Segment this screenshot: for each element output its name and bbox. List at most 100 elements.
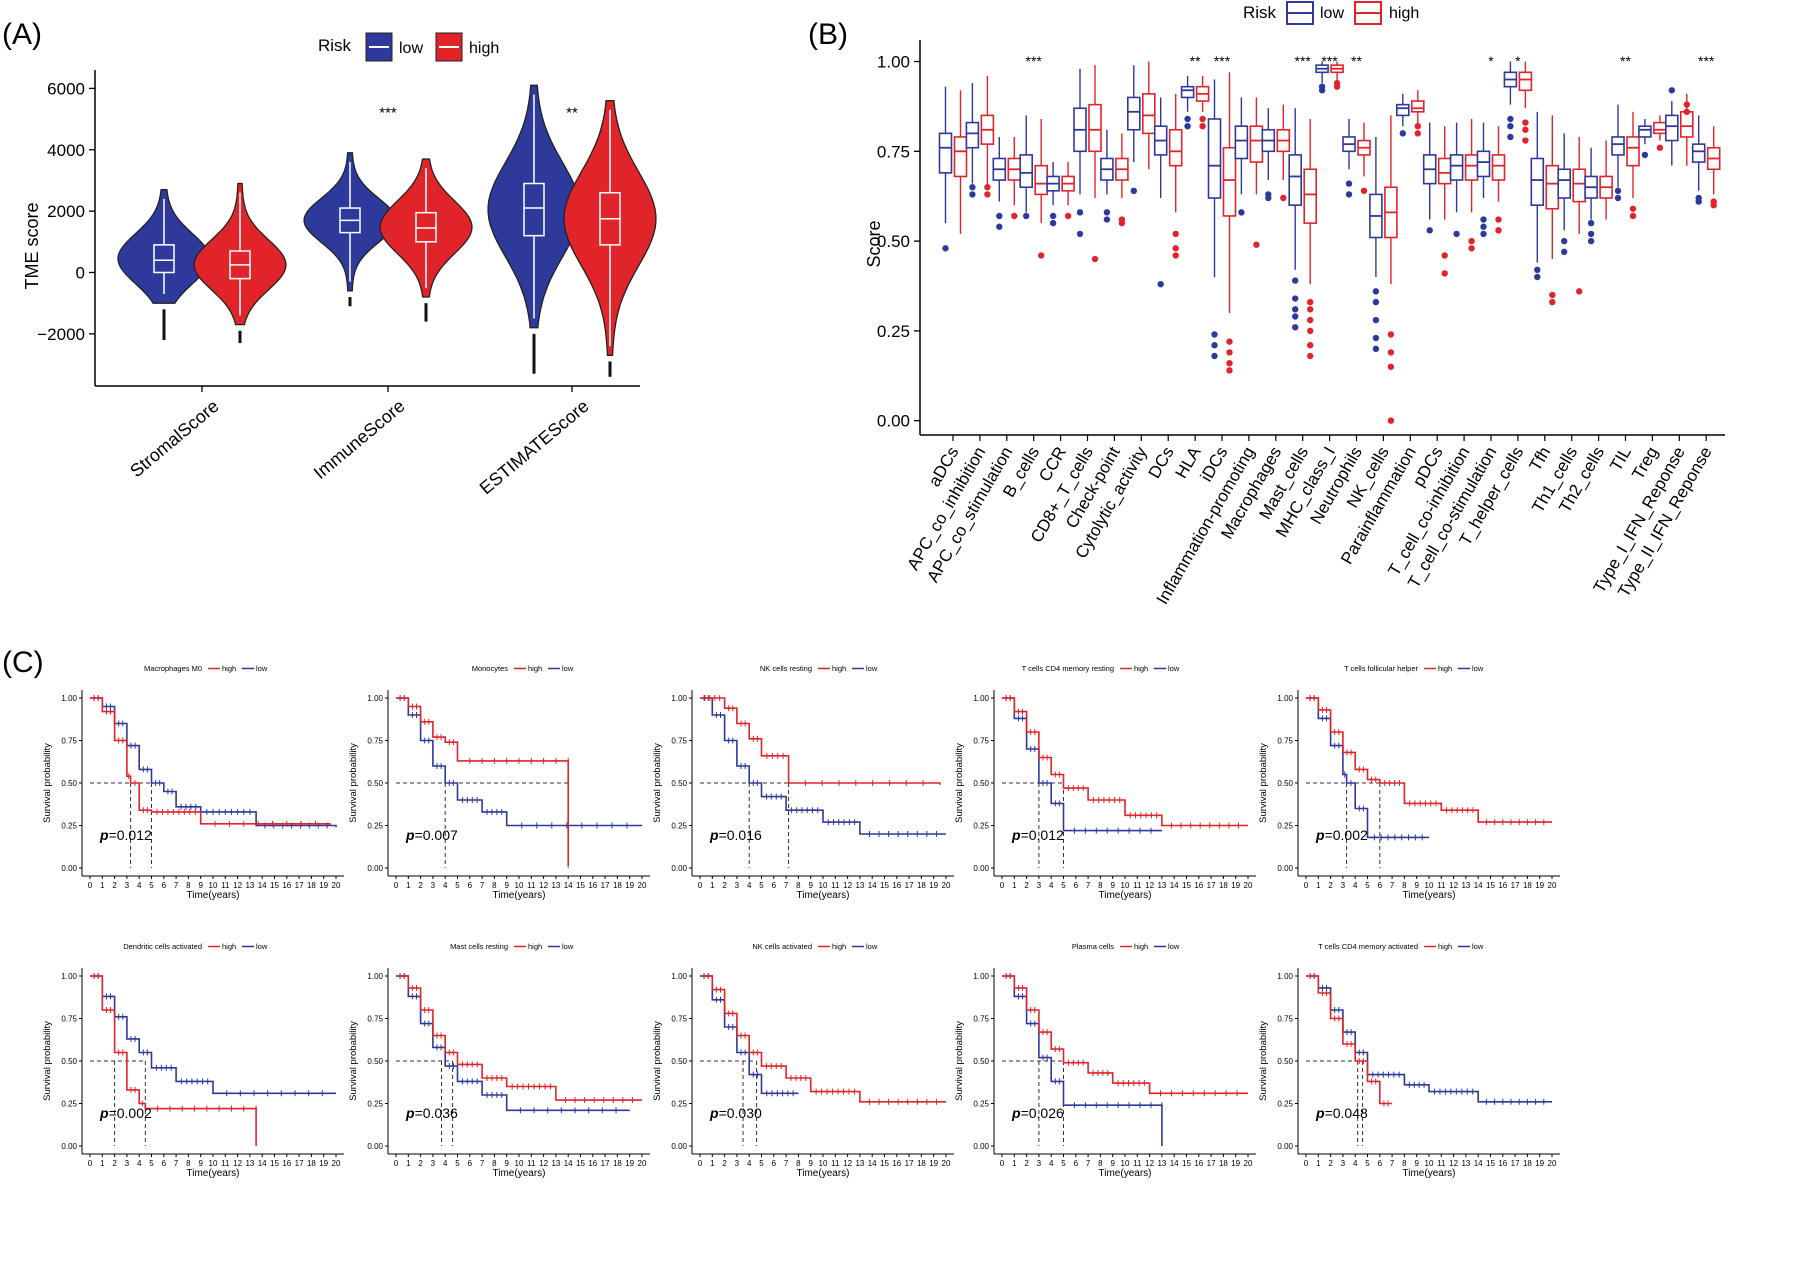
panel-b-outlier-point xyxy=(1226,367,1233,374)
km-legend-high-label: high xyxy=(1134,664,1148,673)
km-x-tick-label: 13 xyxy=(1461,881,1470,890)
km-y-tick-label: 1.00 xyxy=(367,694,383,703)
km-x-tick-label: 1 xyxy=(100,1159,105,1168)
km-legend-high-label: high xyxy=(222,664,236,673)
km-y-tick-label: 0.25 xyxy=(1277,822,1293,831)
km-y-tick-label: 0.50 xyxy=(61,779,77,788)
km-x-tick-label: 18 xyxy=(307,1159,316,1168)
km-y-tick-label: 0.75 xyxy=(1277,1015,1293,1024)
panel-a-violin-high xyxy=(193,182,287,326)
km-x-tick-label: 1 xyxy=(100,881,105,890)
panel-b-box-high xyxy=(1545,164,1560,210)
km-x-tick-label: 9 xyxy=(1414,1159,1419,1168)
km-y-tick-label: 0.75 xyxy=(671,737,687,746)
panel-b-box-high xyxy=(1518,71,1533,92)
panel-b-outlier-point xyxy=(1495,216,1502,223)
km-x-tick-label: 19 xyxy=(319,881,328,890)
panel-b-outlier-point xyxy=(1387,331,1395,338)
km-x-tick-label: 13 xyxy=(1157,881,1166,890)
panel-b-outlier-point xyxy=(1307,306,1314,313)
km-x-tick-label: 0 xyxy=(1304,1159,1309,1168)
panel-b-significance: ** xyxy=(1351,53,1362,69)
panel-b-legend-low-label: low xyxy=(1320,5,1344,22)
km-legend-low-label: low xyxy=(1168,942,1180,951)
panel-b-outlier-point xyxy=(984,184,991,191)
panel-b-box-high xyxy=(1437,157,1452,185)
panel-a-legend-high-label: high xyxy=(469,40,499,57)
km-x-tick-label: 3 xyxy=(431,881,436,890)
km-curve-high xyxy=(1306,975,1393,1105)
panel-b-outlier-point xyxy=(1372,334,1380,342)
panel-b-box-high xyxy=(1653,121,1667,135)
km-x-tick-label: 15 xyxy=(270,881,279,890)
km-y-tick-label: 0.25 xyxy=(973,822,989,831)
panel-b-box-low xyxy=(1180,85,1195,99)
panel-b-outlier-point xyxy=(1292,295,1299,302)
km-p-value: p=0.016 xyxy=(709,827,762,843)
km-x-axis-title: Time(years) xyxy=(1099,1168,1152,1179)
km-x-tick-label: 20 xyxy=(332,881,341,890)
km-x-tick-label: 3 xyxy=(1341,881,1346,890)
km-y-axis-title: Survival probability xyxy=(652,743,663,823)
km-x-tick-label: 16 xyxy=(282,1159,291,1168)
km-x-tick-label: 5 xyxy=(149,1159,154,1168)
panel-b-outlier-point xyxy=(1022,212,1030,220)
km-legend-low-label: low xyxy=(866,664,878,673)
km-x-tick-label: 17 xyxy=(1511,881,1520,890)
km-x-tick-label: 20 xyxy=(638,1159,647,1168)
km-x-tick-label: 4 xyxy=(443,1159,448,1168)
km-p-value: p=0.012 xyxy=(99,827,152,843)
panel-b-significance: *** xyxy=(1026,53,1043,69)
km-y-axis-title: Survival probability xyxy=(348,743,359,823)
panel-b-outlier-point xyxy=(1211,331,1218,338)
km-y-tick-label: 0.75 xyxy=(367,737,383,746)
panel-b-outlier-point xyxy=(1265,191,1272,198)
panel-b-box-high xyxy=(1034,164,1048,196)
panel-b-significance: *** xyxy=(1214,53,1231,69)
km-x-tick-label: 4 xyxy=(1353,1159,1358,1168)
km-x-tick-label: 15 xyxy=(880,1159,889,1168)
km-curve-low xyxy=(700,975,799,1095)
panel-b-outlier-point xyxy=(1292,324,1299,331)
km-y-tick-label: 0.00 xyxy=(671,864,687,873)
km-x-tick-label: 10 xyxy=(1121,1159,1130,1168)
panel-b-outlier-point xyxy=(1064,212,1072,220)
km-x-axis-title: Time(years) xyxy=(493,890,546,901)
panel-b-outlier-point xyxy=(1292,277,1299,284)
panel-b-box-low xyxy=(1127,96,1141,131)
km-plot: Mast cells resting high low 0.00 0.25 0.50 0.7… xyxy=(348,942,650,1179)
panel-a-violin-high xyxy=(563,100,657,356)
km-x-tick-label: 6 xyxy=(772,1159,777,1168)
panel-b-outlier-point xyxy=(1318,83,1326,90)
km-x-tick-label: 15 xyxy=(880,881,889,890)
km-x-tick-label: 2 xyxy=(1328,1159,1333,1168)
panel-a-legend-title: Risk xyxy=(318,36,352,55)
km-y-axis-title: Survival probability xyxy=(42,743,53,823)
km-y-tick-label: 0.75 xyxy=(973,737,989,746)
panel-b-outlier-point xyxy=(1226,359,1233,367)
panel-b-outlier-point xyxy=(1307,352,1314,360)
km-curve-low xyxy=(1306,697,1429,839)
km-x-tick-label: 19 xyxy=(1535,1159,1544,1168)
km-x-tick-label: 11 xyxy=(527,1159,536,1168)
km-x-tick-label: 7 xyxy=(1086,1159,1091,1168)
km-x-tick-label: 3 xyxy=(125,1159,130,1168)
km-x-tick-label: 16 xyxy=(1194,881,1203,890)
km-p-symbol: p xyxy=(1011,827,1021,843)
km-x-tick-label: 15 xyxy=(576,1159,585,1168)
km-y-tick-label: 0.25 xyxy=(1277,1100,1293,1109)
km-p-number: =0.048 xyxy=(1325,1105,1368,1121)
km-x-tick-label: 7 xyxy=(784,881,789,890)
km-p-symbol: p xyxy=(405,1105,415,1121)
km-x-tick-label: 14 xyxy=(1170,1159,1179,1168)
panel-c-label: (C) xyxy=(2,646,44,679)
km-title: T cells CD4 memory resting xyxy=(1022,664,1114,673)
km-x-tick-label: 14 xyxy=(564,881,573,890)
panel-b-boxplot-chart: (B) Risk low high Score 0.00 0.25 0.50 0.75… xyxy=(808,1,1725,608)
km-x-tick-label: 0 xyxy=(88,1159,93,1168)
km-title: NK cells resting xyxy=(760,664,812,673)
panel-b-outlier-point xyxy=(1292,313,1299,320)
km-y-axis-title: Survival probability xyxy=(348,1021,359,1101)
panel-b-outlier-point xyxy=(1587,219,1595,227)
km-x-tick-label: 4 xyxy=(443,881,448,890)
